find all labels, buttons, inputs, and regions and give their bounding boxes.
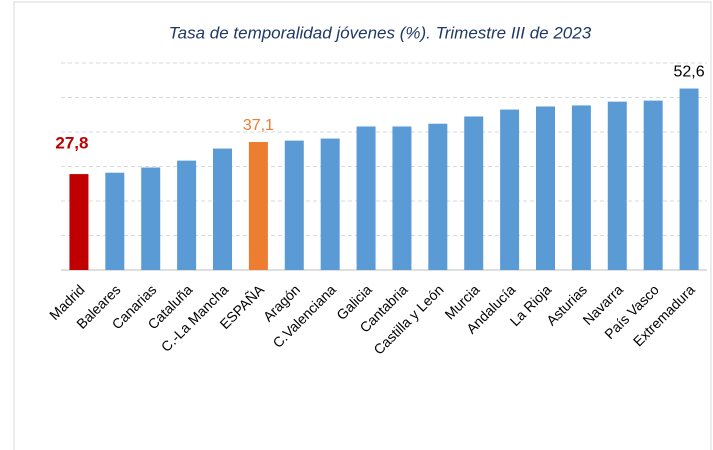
bar — [284, 140, 304, 270]
bar — [392, 126, 412, 270]
bar — [428, 123, 448, 270]
bar — [105, 172, 125, 270]
bar — [536, 106, 555, 270]
data-label: 52,6 — [673, 64, 704, 81]
bar — [571, 105, 591, 270]
data-label: 27,8 — [55, 134, 88, 153]
bar — [177, 160, 197, 270]
bar — [141, 167, 161, 270]
bar — [356, 126, 376, 270]
bar — [464, 116, 484, 270]
data-label: 37,1 — [243, 117, 274, 134]
bar — [679, 88, 699, 270]
chart-title: Tasa de temporalidad jóvenes (%). Trimes… — [169, 23, 592, 42]
bar — [320, 138, 340, 270]
bar — [213, 148, 232, 270]
bar — [500, 109, 520, 270]
bar — [69, 174, 89, 270]
bar — [607, 101, 627, 270]
bar — [643, 100, 663, 270]
bar — [248, 142, 268, 270]
